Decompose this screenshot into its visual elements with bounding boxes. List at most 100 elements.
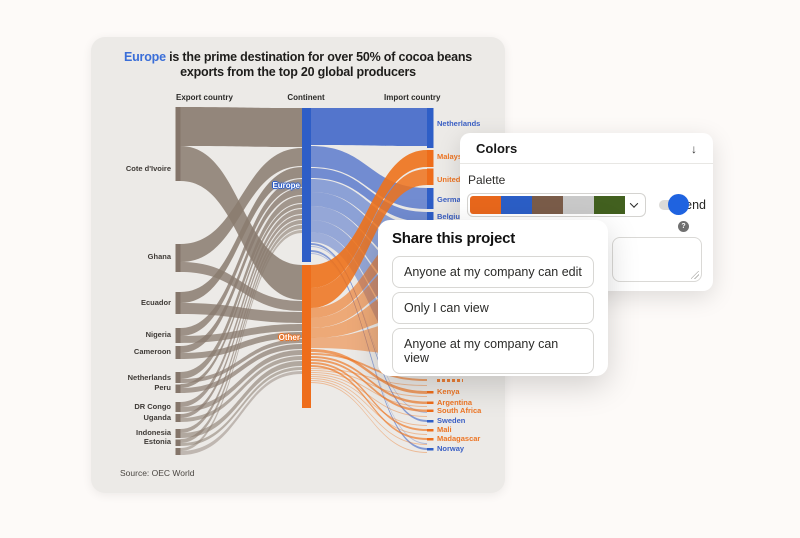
node-label-kenya: Kenya xyxy=(437,387,460,396)
resize-grip-icon[interactable] xyxy=(691,271,699,279)
node-label-europe: Europe xyxy=(272,181,300,190)
colors-panel-title: Colors xyxy=(476,141,518,156)
sankey-node xyxy=(427,212,434,222)
sankey-flow xyxy=(311,368,427,386)
sankey-node xyxy=(302,265,311,408)
palette-row: Extend xyxy=(467,193,706,217)
sankey-flow xyxy=(311,349,427,394)
node-label-peru: Peru xyxy=(154,383,171,392)
sankey-node xyxy=(175,328,181,343)
node-label-belgium: Belgium xyxy=(437,212,467,221)
sankey-flow xyxy=(180,332,302,359)
sankey-flow xyxy=(311,382,427,453)
node-label-uganda: Uganda xyxy=(143,413,171,422)
sankey-node xyxy=(175,448,181,455)
sankey-flow xyxy=(180,371,302,455)
sankey-node xyxy=(175,292,181,314)
sankey-flow xyxy=(311,378,427,435)
column-header-export-country: Export country xyxy=(176,93,233,102)
sankey-node xyxy=(175,402,181,412)
extend-toggle[interactable] xyxy=(659,194,689,216)
help-icon[interactable]: ? xyxy=(678,221,689,232)
sankey-flow xyxy=(180,146,302,300)
sankey-node xyxy=(175,384,181,393)
palette-swatch-2[interactable] xyxy=(501,196,532,214)
sankey-flow xyxy=(311,365,427,440)
sankey-flow xyxy=(180,230,302,451)
sankey-flow xyxy=(180,188,302,353)
node-label-madagascar: Madagascar xyxy=(437,434,481,443)
node-label-indonesia: Indonesia xyxy=(135,428,171,437)
node-label-norway: Norway xyxy=(437,444,465,453)
collapse-arrow-icon[interactable]: ↓ xyxy=(691,141,697,156)
chevron-down-icon xyxy=(625,199,643,208)
toggle-knob xyxy=(668,194,689,215)
sankey-flow xyxy=(180,361,302,438)
sankey-flow xyxy=(180,225,302,443)
colors-panel-header: Colors ↓ xyxy=(460,133,713,164)
palette-select[interactable] xyxy=(467,193,646,217)
node-label-ghana: Ghana xyxy=(147,252,171,261)
share-option-button-1[interactable]: Anyone at my company can edit xyxy=(392,256,594,288)
share-options: Anyone at my company can edit Only I can … xyxy=(392,256,594,374)
sankey-flow xyxy=(180,356,302,422)
sankey-node xyxy=(427,168,434,185)
sankey-flow xyxy=(180,107,302,147)
column-header-import-country: Import country xyxy=(384,93,441,102)
sankey-node xyxy=(175,346,181,359)
sankey-flow xyxy=(180,350,302,412)
node-label-dr-congo: DR Congo xyxy=(134,402,171,411)
sankey-node xyxy=(427,401,434,404)
sankey-node xyxy=(427,188,434,209)
sankey-flow xyxy=(180,148,302,262)
node-label-mali: Mali xyxy=(437,425,452,434)
node-label-germany: Germany xyxy=(437,195,470,204)
sankey-flow xyxy=(311,353,427,381)
palette-swatch-5[interactable] xyxy=(594,196,625,214)
sankey-node xyxy=(175,107,181,181)
sankey-flow xyxy=(311,372,427,407)
sankey-flow xyxy=(180,167,302,303)
colors-panel-body: Palette Extend xyxy=(460,164,713,217)
palette-swatch-4[interactable] xyxy=(563,196,594,214)
share-dialog-title: Share this project xyxy=(392,230,516,247)
node-label-estonia: Estonia xyxy=(143,437,171,446)
sankey-node xyxy=(302,108,311,262)
sankey-flow xyxy=(311,380,427,445)
sankey-flow xyxy=(311,370,427,397)
colors-panel: Colors ↓ Palette Extend ? xyxy=(460,133,713,291)
sankey-flow xyxy=(180,344,302,393)
sankey-node xyxy=(427,420,434,423)
sankey-flow xyxy=(311,108,427,146)
sankey-node xyxy=(427,391,434,394)
node-label-argentina: Argentina xyxy=(437,398,473,407)
chart-title: Europe is the prime destination for over… xyxy=(108,50,488,80)
palette-swatch-3[interactable] xyxy=(532,196,563,214)
node-label-sweden: Sweden xyxy=(437,416,466,425)
sankey-node xyxy=(427,429,434,432)
sankey-node xyxy=(427,448,434,451)
sankey-node xyxy=(175,372,181,383)
node-label-cote-d-ivoire: Cote d'Ivoire xyxy=(125,164,171,173)
node-label-ecuador: Ecuador xyxy=(140,298,171,307)
sankey-flow xyxy=(180,179,302,336)
node-label-netherlands: Netherlands xyxy=(437,119,481,128)
palette-swatch-1[interactable] xyxy=(470,196,501,214)
share-option-button-2[interactable]: Only I can view xyxy=(392,292,594,324)
node-label-malaysia: Malaysia xyxy=(437,152,469,161)
sankey-flow xyxy=(311,150,427,288)
text-area[interactable] xyxy=(612,237,702,282)
sankey-flow xyxy=(180,196,302,379)
chart-title-rest: is the prime destination for over 50% of… xyxy=(165,50,473,79)
share-option-button-3[interactable]: Anyone at my company can view xyxy=(392,328,594,374)
sankey-flow xyxy=(180,367,302,446)
sankey-node xyxy=(427,409,434,412)
sankey-flow xyxy=(311,169,427,308)
sankey-flow xyxy=(311,374,427,417)
sankey-flow xyxy=(180,220,302,433)
sankey-node xyxy=(427,108,434,148)
sankey-node xyxy=(175,244,181,272)
node-label-other: Other xyxy=(278,333,300,342)
palette-label: Palette xyxy=(468,173,506,187)
